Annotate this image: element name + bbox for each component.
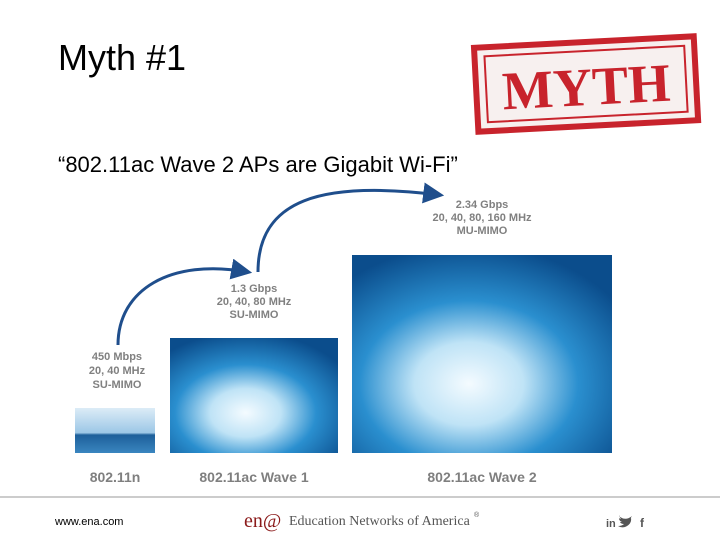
footer-url: www.ena.com: [54, 516, 123, 528]
twitter-icon[interactable]: [618, 515, 632, 528]
stamp-border: [470, 33, 702, 135]
linkedin-icon[interactable]: in: [606, 518, 616, 530]
speed: 1.3 Gbps: [231, 283, 277, 295]
wave-image-large: [352, 255, 612, 453]
wave-image-medium: [170, 338, 338, 453]
logo: en@: [244, 510, 281, 532]
registered-mark: ®: [474, 511, 480, 519]
slide-title: Myth #1: [58, 37, 186, 78]
speed: 2.34 Gbps: [456, 199, 509, 211]
org-name: Education Networks of America: [289, 514, 471, 529]
widths: 20, 40, 80, 160 MHz: [432, 212, 532, 224]
mimo: SU-MIMO: [230, 309, 279, 321]
facebook-icon[interactable]: f: [640, 516, 645, 530]
arrow: [116, 258, 253, 346]
mimo: SU-MIMO: [93, 379, 142, 391]
stamp-inner: [483, 44, 689, 124]
tier-name: 802.11ac Wave 1: [199, 469, 308, 485]
tier-name: 802.11ac Wave 2: [427, 469, 536, 485]
quote: “802.11ac Wave 2 APs are Gigabit Wi-Fi”: [58, 152, 458, 177]
myth-stamp: MYTH: [470, 33, 702, 135]
speed: 450 Mbps: [92, 351, 142, 363]
stamp-text: MYTH: [501, 53, 672, 122]
widths: 20, 40 MHz: [89, 365, 146, 377]
mimo: MU-MIMO: [457, 225, 508, 237]
tier-name: 802.11n: [90, 469, 141, 485]
widths: 20, 40, 80 MHz: [217, 296, 292, 308]
arrow: [256, 182, 445, 273]
wave-image-small: [75, 408, 155, 453]
